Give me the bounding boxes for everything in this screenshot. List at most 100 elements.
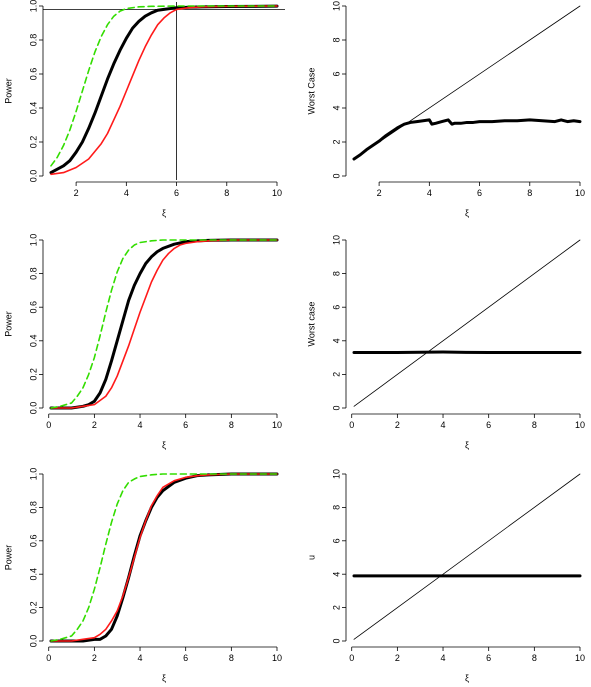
y-tick-label: 0.4 [28, 102, 38, 115]
x-tick-label: 8 [224, 188, 229, 198]
series-line-2 [352, 350, 582, 355]
x-tick-label: 0 [46, 420, 51, 430]
x-tick-label: 2 [92, 420, 97, 430]
x-tick-label: 10 [575, 420, 585, 430]
panel-2: 2 4 6 8 10 0 2 4 6 8 10 ξ Worst Case [306, 1, 585, 218]
series-line-2 [50, 239, 278, 409]
series-line-1 [49, 4, 279, 175]
y-tick-label: 0.4 [28, 568, 38, 581]
x-tick-label: 4 [441, 653, 446, 663]
series-line-1 [353, 473, 581, 640]
y-axis-label: Power [3, 311, 13, 337]
y-tick-label: 0.2 [28, 368, 38, 381]
y-tick-label: 0 [331, 638, 341, 643]
x-tick-label: 4 [124, 188, 129, 198]
panel-3: 0 2 4 6 8 10 0.0 0.2 0.4 0.6 0.8 1.0 ξ Power [3, 234, 282, 450]
y-tick-label: 2 [331, 372, 341, 377]
y-tick-label: 2 [331, 605, 341, 610]
y-tick-label: 0.8 [28, 34, 38, 47]
x-tick-label: 6 [174, 188, 179, 198]
x-tick-label: 8 [229, 420, 234, 430]
y-tick-label: 0.6 [28, 535, 38, 548]
y-tick-label: 4 [331, 105, 341, 110]
y-tick-label: 0 [331, 173, 341, 178]
x-axis-label: ξ [162, 208, 166, 218]
y-tick-label: 0.2 [28, 601, 38, 614]
y-tick-label: 1.0 [28, 0, 38, 12]
x-tick-label: 0 [349, 420, 354, 430]
x-axis-label: ξ [465, 440, 469, 450]
y-tick-label: 10 [331, 235, 341, 245]
x-tick-label: 0 [349, 653, 354, 663]
y-tick-label: 0.8 [28, 501, 38, 514]
x-axis-label: ξ [465, 208, 469, 218]
x-tick-label: 2 [395, 420, 400, 430]
panel-1: 2 4 6 8 10 0.0 0.2 0.4 0.6 0.8 1.0 ξ Power [3, 0, 285, 218]
x-tick-label: 4 [441, 420, 446, 430]
series-line-3 [50, 239, 278, 409]
y-tick-label: 1.0 [28, 468, 38, 481]
x-tick-label: 2 [74, 188, 79, 198]
x-tick-label: 6 [477, 188, 482, 198]
y-tick-label: 0 [331, 405, 341, 410]
panel-4: 0 2 4 6 8 10 0 2 4 6 8 10 ξ Worst case [306, 235, 585, 450]
series-line-2 [50, 473, 278, 642]
series-line-2 [50, 5, 278, 176]
y-axis-label: u [306, 555, 316, 560]
x-tick-label: 2 [395, 653, 400, 663]
series-line-3 [50, 5, 278, 167]
y-tick-label: 6 [331, 538, 341, 543]
x-axis-label: ξ [465, 673, 469, 683]
y-tick-label: 0.0 [28, 635, 38, 648]
panel-5: 0 2 4 6 8 10 0.0 0.2 0.4 0.6 0.8 1.0 ξ Power [3, 468, 282, 683]
y-tick-label: 1.0 [28, 234, 38, 247]
series-line-2 [352, 118, 582, 161]
y-tick-label: 10 [331, 1, 341, 11]
y-tick-label: 0.0 [28, 170, 38, 183]
x-tick-label: 4 [138, 420, 143, 430]
y-tick-label: 10 [331, 469, 341, 479]
series-line-1 [49, 238, 279, 410]
x-tick-label: 6 [183, 420, 188, 430]
y-tick-label: 8 [331, 271, 341, 276]
x-tick-label: 6 [183, 653, 188, 663]
y-axis-label: Power [3, 78, 13, 104]
x-tick-label: 10 [272, 653, 282, 663]
x-tick-label: 6 [486, 653, 491, 663]
panel-6: 0 2 4 6 8 10 0 2 4 6 8 10 ξ u [306, 469, 585, 683]
y-tick-label: 0.8 [28, 267, 38, 280]
x-tick-label: 8 [527, 188, 532, 198]
x-tick-label: 10 [575, 188, 585, 198]
y-tick-label: 2 [331, 139, 341, 144]
x-tick-label: 4 [427, 188, 432, 198]
series-line-1 [353, 239, 581, 407]
x-tick-label: 0 [46, 653, 51, 663]
y-tick-label: 0.2 [28, 136, 38, 149]
x-tick-label: 10 [272, 420, 282, 430]
y-tick-label: 0.6 [28, 301, 38, 314]
y-tick-label: 6 [331, 71, 341, 76]
y-axis-label: Worst Case [306, 68, 316, 115]
x-tick-label: 10 [575, 653, 585, 663]
x-tick-label: 2 [92, 653, 97, 663]
x-tick-label: 10 [272, 188, 282, 198]
y-axis-label: Worst case [306, 302, 316, 347]
y-tick-label: 8 [331, 505, 341, 510]
x-tick-label: 6 [486, 420, 491, 430]
y-tick-label: 0.6 [28, 68, 38, 81]
y-tick-label: 4 [331, 572, 341, 577]
y-tick-label: 4 [331, 338, 341, 343]
x-axis-label: ξ [162, 673, 166, 683]
y-tick-label: 0.4 [28, 335, 38, 348]
x-tick-label: 4 [138, 653, 143, 663]
y-tick-label: 0.0 [28, 402, 38, 415]
series-line-3 [50, 473, 278, 642]
y-tick-label: 8 [331, 37, 341, 42]
x-axis-label: ξ [162, 440, 166, 450]
x-tick-label: 8 [532, 420, 537, 430]
y-axis-label: Power [3, 545, 13, 571]
x-tick-label: 2 [377, 188, 382, 198]
x-tick-label: 8 [532, 653, 537, 663]
x-tick-label: 8 [229, 653, 234, 663]
